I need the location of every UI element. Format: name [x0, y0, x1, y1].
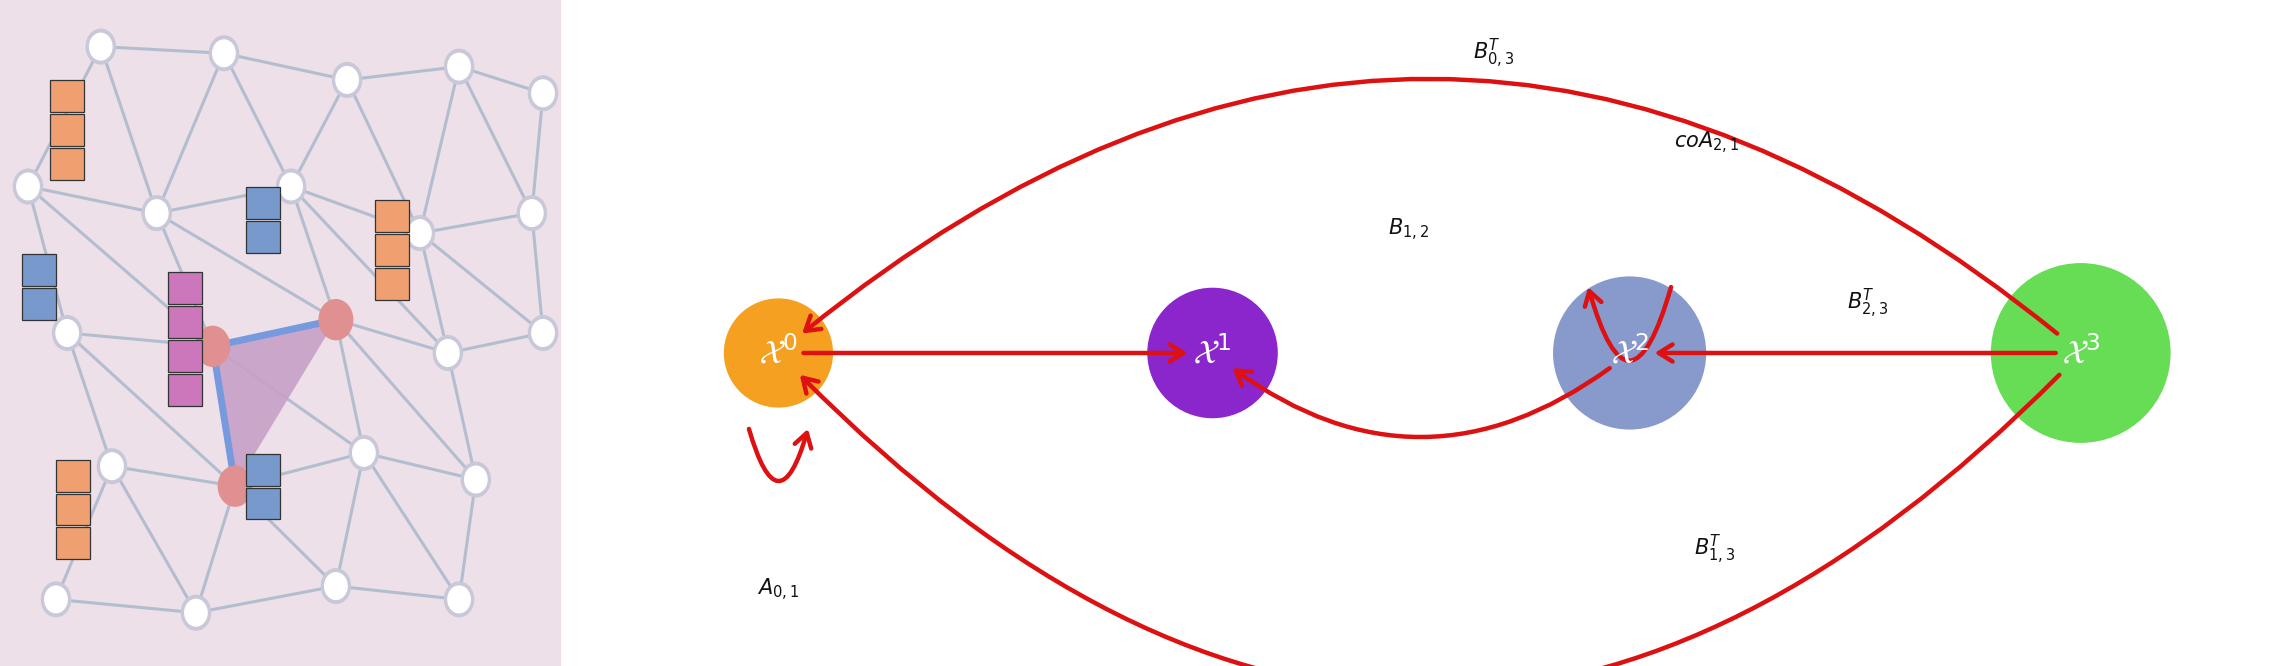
- Circle shape: [528, 76, 558, 111]
- Ellipse shape: [1147, 288, 1277, 418]
- Circle shape: [281, 173, 302, 200]
- Text: $\mathcal{X}^1$: $\mathcal{X}^1$: [1193, 336, 1232, 370]
- Circle shape: [89, 33, 112, 60]
- Circle shape: [322, 569, 350, 603]
- FancyArrowPatch shape: [1586, 287, 1670, 361]
- Circle shape: [409, 220, 432, 246]
- Circle shape: [210, 36, 238, 71]
- Circle shape: [41, 582, 71, 617]
- Bar: [57, 527, 89, 559]
- Circle shape: [197, 326, 229, 366]
- Circle shape: [16, 173, 39, 200]
- Circle shape: [46, 586, 66, 613]
- Polygon shape: [213, 320, 336, 486]
- FancyArrowPatch shape: [804, 79, 2056, 334]
- Ellipse shape: [724, 298, 834, 408]
- Circle shape: [185, 599, 208, 626]
- Circle shape: [464, 466, 487, 493]
- Bar: [169, 340, 201, 372]
- Text: $coA_{2,1}$: $coA_{2,1}$: [1673, 130, 1739, 157]
- Circle shape: [276, 169, 306, 204]
- Circle shape: [14, 169, 43, 204]
- FancyArrowPatch shape: [1659, 344, 2056, 362]
- Circle shape: [87, 29, 114, 64]
- Circle shape: [436, 340, 459, 366]
- Bar: [50, 114, 85, 146]
- Circle shape: [55, 320, 78, 346]
- Bar: [50, 148, 85, 180]
- Bar: [23, 254, 57, 286]
- Bar: [169, 374, 201, 406]
- Circle shape: [532, 80, 555, 107]
- Circle shape: [352, 440, 375, 466]
- Circle shape: [448, 586, 471, 613]
- Circle shape: [446, 49, 473, 84]
- Bar: [247, 454, 281, 486]
- Text: $\mathcal{X}^0$: $\mathcal{X}^0$: [759, 336, 797, 370]
- Text: $\mathcal{X}^3$: $\mathcal{X}^3$: [2061, 336, 2100, 370]
- Ellipse shape: [1990, 263, 2171, 443]
- Text: $\mathcal{X}^2$: $\mathcal{X}^2$: [1611, 336, 1650, 370]
- Circle shape: [219, 466, 251, 506]
- Bar: [57, 460, 89, 492]
- Text: $B_{2,3}^T$: $B_{2,3}^T$: [1846, 286, 1887, 320]
- Bar: [375, 268, 409, 300]
- Circle shape: [528, 316, 558, 350]
- FancyArrowPatch shape: [804, 344, 1184, 362]
- Bar: [247, 187, 281, 219]
- Circle shape: [516, 196, 546, 230]
- Circle shape: [142, 196, 171, 230]
- Circle shape: [98, 449, 126, 484]
- Circle shape: [462, 462, 491, 497]
- Circle shape: [334, 63, 361, 97]
- Bar: [23, 288, 57, 320]
- Bar: [247, 221, 281, 253]
- Text: $B_{1,2}$: $B_{1,2}$: [1387, 216, 1428, 243]
- Bar: [375, 234, 409, 266]
- Circle shape: [521, 200, 544, 226]
- Circle shape: [101, 453, 123, 480]
- Circle shape: [213, 40, 235, 67]
- Circle shape: [324, 573, 347, 599]
- FancyArrowPatch shape: [749, 429, 811, 481]
- FancyArrowPatch shape: [1236, 368, 1609, 437]
- Circle shape: [532, 320, 555, 346]
- Text: $A_{0,1}$: $A_{0,1}$: [756, 576, 800, 603]
- Bar: [57, 494, 89, 525]
- Circle shape: [448, 53, 471, 80]
- Circle shape: [434, 336, 462, 370]
- Text: $B_{0,3}^T$: $B_{0,3}^T$: [1474, 37, 1515, 70]
- Ellipse shape: [1554, 276, 1707, 430]
- Circle shape: [181, 595, 210, 630]
- Circle shape: [320, 300, 352, 340]
- Bar: [375, 200, 409, 232]
- Circle shape: [146, 200, 169, 226]
- Circle shape: [336, 67, 359, 93]
- Bar: [247, 488, 281, 519]
- Circle shape: [404, 216, 434, 250]
- Circle shape: [350, 436, 379, 470]
- Text: $B_{1,3}^T$: $B_{1,3}^T$: [1693, 533, 1734, 566]
- Circle shape: [446, 582, 473, 617]
- Bar: [169, 272, 201, 304]
- Circle shape: [53, 316, 82, 350]
- Bar: [169, 306, 201, 338]
- Bar: [50, 80, 85, 112]
- FancyArrowPatch shape: [802, 375, 2059, 666]
